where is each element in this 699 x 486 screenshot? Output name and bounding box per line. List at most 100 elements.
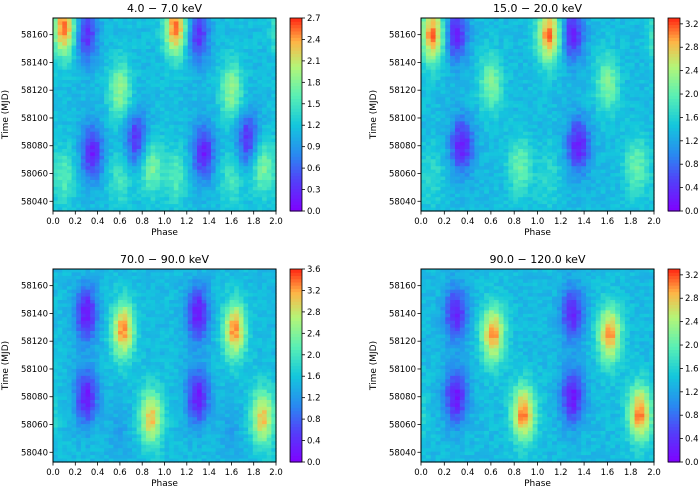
- heatmap-cell: [649, 107, 655, 112]
- heatmap-cell: [508, 117, 514, 122]
- heatmap-cell: [454, 124, 461, 129]
- heatmap-cell: [173, 197, 180, 202]
- heatmap-cell: [159, 200, 166, 205]
- heatmap-cell: [145, 45, 152, 50]
- heatmap-cell: [248, 197, 254, 202]
- heatmap-cell: [566, 162, 573, 167]
- heatmap-cell: [590, 124, 597, 129]
- heatmap-cell: [173, 45, 180, 50]
- heatmap-cell: [169, 24, 175, 29]
- heatmap-cell: [498, 135, 505, 140]
- heatmap-cell: [493, 73, 500, 78]
- heatmap-cell: [131, 200, 138, 205]
- heatmap-cell: [421, 162, 427, 167]
- heatmap-cell: [248, 179, 254, 185]
- heatmap-cell: [522, 124, 529, 129]
- heatmap-cell: [155, 176, 161, 181]
- heatmap-cell: [479, 66, 485, 71]
- heatmap-cell: [197, 193, 203, 198]
- heatmap-cell: [243, 90, 249, 95]
- heatmap-cell: [566, 93, 573, 98]
- heatmap-cell: [192, 21, 198, 26]
- heatmap-cell: [615, 114, 621, 119]
- heatmap-cell: [615, 73, 621, 78]
- heatmap-cell: [266, 166, 272, 171]
- heatmap-cell: [425, 69, 432, 74]
- heatmap-cell: [85, 190, 91, 195]
- heatmap-cell: [141, 66, 147, 71]
- heatmap-cell: [615, 121, 621, 126]
- heatmap-cell: [634, 80, 641, 85]
- heatmap-cell: [197, 186, 203, 191]
- heatmap-cell: [518, 80, 524, 85]
- heatmap-cell: [493, 21, 500, 26]
- heatmap-cell: [178, 128, 184, 133]
- heatmap-cell: [234, 169, 240, 174]
- heatmap-cell: [210, 28, 217, 33]
- heatmap-cell: [229, 138, 235, 143]
- heatmap-cell: [145, 83, 152, 88]
- heatmap-cell: [571, 100, 577, 105]
- heatmap-cell: [57, 21, 63, 26]
- heatmap-cell: [76, 38, 82, 43]
- heatmap-cell: [537, 135, 543, 140]
- heatmap-cell: [262, 97, 268, 102]
- heatmap-cell: [192, 142, 198, 147]
- heatmap-cell: [155, 28, 161, 33]
- heatmap-cell: [192, 135, 198, 140]
- heatmap-cell: [53, 197, 59, 202]
- heatmap-cell: [118, 138, 124, 143]
- heatmap-cell: [464, 49, 471, 54]
- heatmap-cell: [197, 31, 203, 36]
- heatmap-cell: [85, 128, 91, 133]
- heatmap-cell: [629, 38, 636, 43]
- heatmap-cell: [620, 45, 626, 50]
- heatmap-cell: [206, 138, 212, 143]
- heatmap-cell: [104, 42, 110, 47]
- heatmap-cell: [252, 100, 259, 105]
- heatmap-cell: [271, 104, 277, 109]
- heatmap-cell: [513, 45, 519, 50]
- heatmap-cell: [104, 24, 110, 29]
- heatmap-cell: [248, 159, 254, 164]
- heatmap-cell: [450, 90, 456, 95]
- heatmap-cell: [547, 111, 553, 116]
- heatmap-cell: [94, 204, 101, 209]
- heatmap-cell: [210, 152, 217, 157]
- heatmap-cell: [187, 131, 193, 136]
- heatmap-cell: [644, 111, 650, 116]
- heatmap-cell: [435, 128, 442, 133]
- heatmap-cell: [513, 114, 519, 119]
- heatmap-cell: [248, 28, 254, 33]
- heatmap-cell: [454, 18, 461, 23]
- heatmap-cell: [141, 90, 147, 95]
- heatmap-cell: [155, 80, 161, 85]
- heatmap-cell: [595, 28, 602, 33]
- heatmap-cell: [547, 45, 553, 50]
- heatmap-cell: [206, 111, 212, 116]
- heatmap-cell: [649, 76, 655, 81]
- heatmap-cell: [527, 107, 534, 112]
- heatmap-cell: [210, 66, 217, 71]
- heatmap-cell: [600, 142, 607, 147]
- heatmap-cell: [192, 124, 198, 129]
- heatmap-cell: [243, 183, 249, 188]
- heatmap-cell: [537, 166, 543, 171]
- heatmap-cell: [155, 169, 161, 174]
- heatmap-cell: [192, 86, 198, 91]
- heatmap-cell: [104, 138, 110, 143]
- heatmap-cell: [99, 97, 105, 102]
- heatmap-cell: [104, 200, 110, 205]
- colorbar-segment: [290, 46, 302, 51]
- heatmap-cell: [561, 69, 568, 74]
- heatmap-cell: [566, 159, 573, 164]
- heatmap-cell: [201, 200, 207, 205]
- heatmap-cell: [600, 155, 607, 160]
- heatmap-cell: [556, 114, 563, 119]
- heatmap-cell: [206, 197, 212, 202]
- heatmap-cell: [644, 24, 650, 29]
- heatmap-cell: [248, 173, 254, 178]
- heatmap-cell: [215, 148, 221, 154]
- heatmap-cell: [53, 90, 59, 95]
- heatmap-cell: [85, 111, 91, 116]
